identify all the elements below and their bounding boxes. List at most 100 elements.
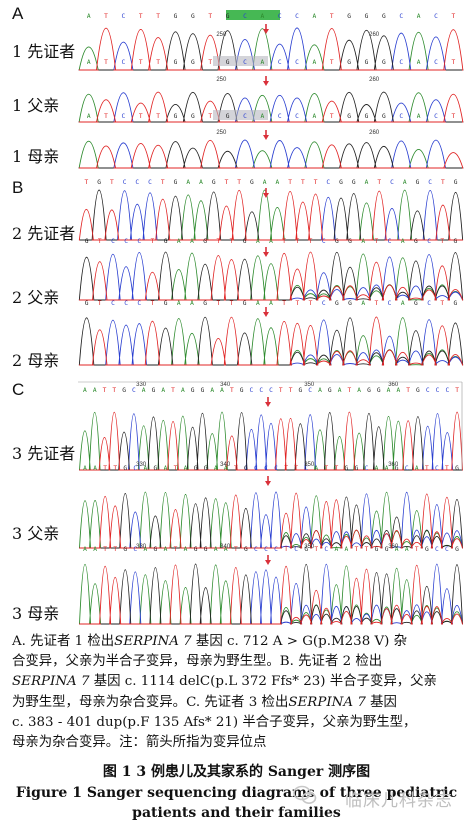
base-call: C: [122, 13, 126, 20]
base-call: A: [142, 387, 146, 394]
base-call: A: [387, 387, 391, 394]
position-tick-label: 340: [220, 462, 231, 468]
base-call: T: [445, 465, 449, 472]
base-call: C: [295, 59, 299, 66]
base-call: G: [174, 59, 178, 66]
base-call: T: [330, 113, 334, 120]
base-call: T: [330, 13, 334, 20]
base-call: C: [278, 113, 282, 120]
base-call: C: [445, 546, 449, 553]
base-call: C: [124, 238, 128, 245]
base-call: A: [214, 465, 218, 472]
base-call: T: [295, 300, 299, 307]
base-call: G: [299, 387, 303, 394]
base-call: G: [164, 300, 168, 307]
base-call: A: [87, 113, 91, 120]
base-call: T: [451, 13, 455, 20]
base-call: A: [396, 387, 400, 394]
base-call: C: [426, 387, 430, 394]
panel-letter-b: B: [12, 178, 24, 197]
position-tick-label: 260: [369, 130, 380, 136]
base-call: G: [328, 387, 332, 394]
position-tick-label: 260: [369, 32, 380, 38]
track-label-c1: 3 先证者: [12, 444, 76, 463]
base-call: T: [288, 179, 292, 186]
base-call: G: [203, 300, 207, 307]
variant-highlight-box: [213, 110, 268, 120]
base-call: G: [191, 387, 195, 394]
position-tick-label: 330: [136, 462, 147, 468]
base-call: C: [132, 387, 136, 394]
base-call: T: [294, 465, 298, 472]
variant-highlight-box: [226, 10, 280, 20]
base-call: G: [454, 179, 458, 186]
base-call: C: [122, 113, 126, 120]
base-call: A: [190, 300, 194, 307]
base-call: G: [347, 59, 351, 66]
base-call: T: [330, 59, 334, 66]
base-call: T: [314, 546, 318, 553]
base-call: C: [434, 13, 438, 20]
base-call: A: [313, 59, 317, 66]
base-call: T: [375, 300, 379, 307]
base-call: C: [259, 387, 263, 394]
position-tick-label: 340: [220, 544, 231, 550]
base-call: A: [334, 546, 338, 553]
base-call: A: [161, 387, 165, 394]
base-call: A: [87, 13, 91, 20]
caption-line-3: SERPINA 7 基因 c. 1114 delC(p.L 372 Ffs* 2…: [12, 672, 462, 692]
base-call: G: [304, 546, 308, 553]
panel-letter-c: C: [12, 380, 25, 399]
base-call: T: [112, 387, 116, 394]
base-call: G: [243, 238, 247, 245]
variant-arrow-head: [265, 402, 271, 407]
position-tick-label: 250: [216, 130, 227, 136]
base-call: T: [230, 300, 234, 307]
base-call: T: [216, 300, 220, 307]
base-call: G: [414, 300, 418, 307]
base-call: A: [361, 300, 365, 307]
base-call: G: [365, 113, 369, 120]
base-call: A: [417, 59, 421, 66]
base-call: T: [174, 546, 178, 553]
position-tick-label: 330: [136, 544, 147, 550]
trace-t: [78, 316, 464, 366]
base-call: A: [385, 465, 389, 472]
base-call: G: [414, 238, 418, 245]
base-call: G: [352, 179, 356, 186]
base-call: A: [210, 387, 214, 394]
base-call: G: [385, 546, 389, 553]
base-call: G: [97, 179, 101, 186]
base-call: G: [355, 465, 359, 472]
base-call: A: [361, 238, 365, 245]
base-call: C: [436, 387, 440, 394]
base-call: C: [322, 238, 326, 245]
base-call: C: [243, 113, 247, 120]
base-call: C: [137, 238, 141, 245]
trace-c: [78, 139, 464, 169]
trace-t: [78, 251, 464, 301]
track-label-a2: 1 父亲: [12, 96, 60, 115]
variant-arrow-head: [263, 81, 269, 86]
base-call: C: [124, 300, 128, 307]
position-tick-label: 340: [220, 382, 231, 388]
position-tick-label: 350: [304, 544, 315, 550]
base-call: T: [156, 59, 160, 66]
base-call: T: [103, 387, 107, 394]
base-call: C: [294, 546, 298, 553]
position-tick-label: 360: [388, 544, 399, 550]
watermark-text: 临床儿科杂志: [345, 791, 453, 811]
base-call: A: [269, 300, 273, 307]
trace-t: [79, 564, 463, 625]
base-call: T: [156, 13, 160, 20]
track-label-c3: 3 母亲: [12, 604, 60, 623]
base-call: T: [301, 179, 305, 186]
base-call: G: [123, 546, 127, 553]
base-call: C: [427, 300, 431, 307]
base-call: A: [199, 179, 203, 186]
base-call: A: [417, 13, 421, 20]
base-call: A: [365, 179, 369, 186]
base-call: G: [152, 387, 156, 394]
base-call: G: [122, 387, 126, 394]
